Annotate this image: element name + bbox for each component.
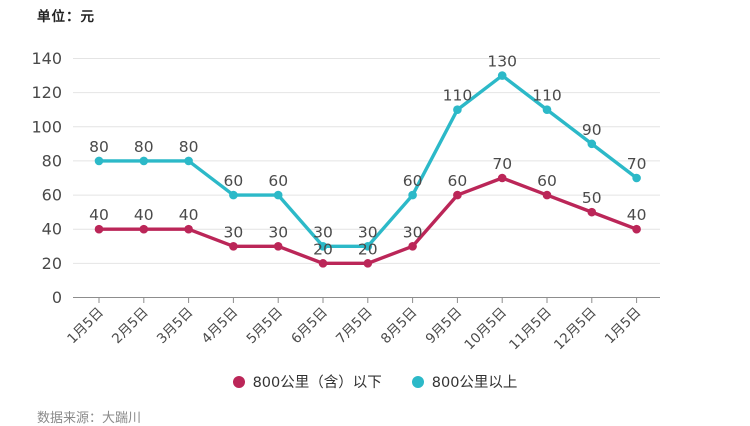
data-point	[542, 105, 552, 115]
x-axis-label: 3月5日	[154, 305, 197, 348]
x-axis-label: 12月5日	[551, 305, 600, 354]
value-label: 40	[627, 206, 647, 224]
data-point	[273, 190, 283, 200]
data-point	[94, 156, 104, 166]
data-point	[632, 224, 641, 234]
value-label: 40	[179, 206, 199, 224]
y-axis-label: 20	[42, 254, 62, 273]
x-axis-label: 9月5日	[423, 305, 466, 348]
x-axis-label: 7月5日	[333, 305, 376, 348]
data-point	[497, 71, 507, 80]
data-point	[318, 241, 328, 251]
value-label: 30	[224, 223, 244, 241]
value-label: 60	[268, 172, 288, 190]
unit-label: 单位：元	[37, 9, 95, 25]
data-point	[184, 156, 193, 166]
y-axis-label: 80	[42, 151, 62, 170]
value-label: 130	[487, 53, 517, 71]
data-source-note: 数据来源：大踹川	[37, 411, 142, 426]
legend-item-above-800km[interactable]: 800公里以上	[411, 371, 518, 392]
data-point	[139, 224, 149, 234]
series-dot-icon	[232, 375, 245, 388]
value-label: 50	[582, 189, 602, 207]
x-axis-label: 4月5日	[199, 305, 242, 348]
chart-legend: 800公里（含）以下 800公里以上	[0, 371, 750, 392]
data-point	[363, 259, 373, 268]
value-label: 20	[313, 240, 333, 258]
data-point	[139, 156, 149, 166]
legend-label: 800公里（含）以下	[252, 375, 382, 391]
value-label: 60	[537, 172, 557, 190]
value-label: 60	[224, 172, 244, 190]
x-axis-label: 6月5日	[288, 305, 331, 348]
data-point	[453, 190, 462, 200]
data-point	[408, 190, 417, 200]
data-point	[318, 259, 328, 268]
y-axis-label: 100	[31, 117, 62, 136]
data-point	[542, 190, 552, 200]
data-point	[229, 241, 238, 251]
data-point	[497, 173, 507, 183]
data-point	[184, 224, 193, 234]
data-point	[363, 241, 373, 251]
data-point	[587, 139, 597, 149]
value-label: 30	[358, 223, 378, 241]
value-label: 110	[532, 87, 562, 105]
x-axis-label: 2月5日	[109, 305, 152, 348]
data-point	[587, 207, 597, 217]
value-label: 60	[448, 172, 468, 190]
x-axis-label: 10月5日	[461, 305, 510, 354]
value-label: 70	[627, 155, 647, 173]
fuel-surcharge-line-chart: 0 20 40 60 80 100 120 140 1月5日 2月5日 3月5日 4月5日 5月5日 6月…	[31, 49, 660, 354]
data-point	[408, 241, 417, 251]
data-point	[453, 105, 462, 115]
x-axis-label: 5月5日	[243, 305, 286, 348]
y-axis-label: 0	[52, 288, 62, 307]
legend-label: 800公里以上	[431, 375, 518, 391]
value-label: 80	[134, 138, 154, 156]
value-label: 30	[268, 223, 288, 241]
x-axis-label: 11月5日	[506, 305, 555, 354]
data-point	[632, 173, 641, 183]
y-axis-label: 40	[42, 220, 62, 239]
value-label: 60	[403, 172, 423, 190]
y-axis-label: 140	[31, 49, 62, 68]
value-label: 90	[582, 121, 602, 139]
y-axis-label: 120	[31, 83, 62, 102]
data-point	[229, 190, 238, 200]
value-label: 70	[492, 155, 512, 173]
x-axis-label: 1月5日	[64, 305, 107, 348]
legend-item-below-800km[interactable]: 800公里（含）以下	[232, 371, 382, 392]
value-label: 40	[134, 206, 154, 224]
series-dot-icon	[411, 375, 424, 388]
value-label: 40	[89, 206, 109, 224]
value-label: 110	[443, 87, 473, 105]
value-label: 30	[403, 223, 423, 241]
value-label: 80	[89, 138, 109, 156]
y-axis-label: 60	[42, 186, 62, 205]
x-axis-label: 1月5日	[602, 305, 645, 348]
data-point	[273, 241, 283, 251]
data-point	[94, 224, 104, 234]
value-label: 20	[358, 240, 378, 258]
value-label: 30	[313, 223, 333, 241]
value-label: 80	[179, 138, 199, 156]
x-axis-label: 8月5日	[378, 305, 421, 348]
